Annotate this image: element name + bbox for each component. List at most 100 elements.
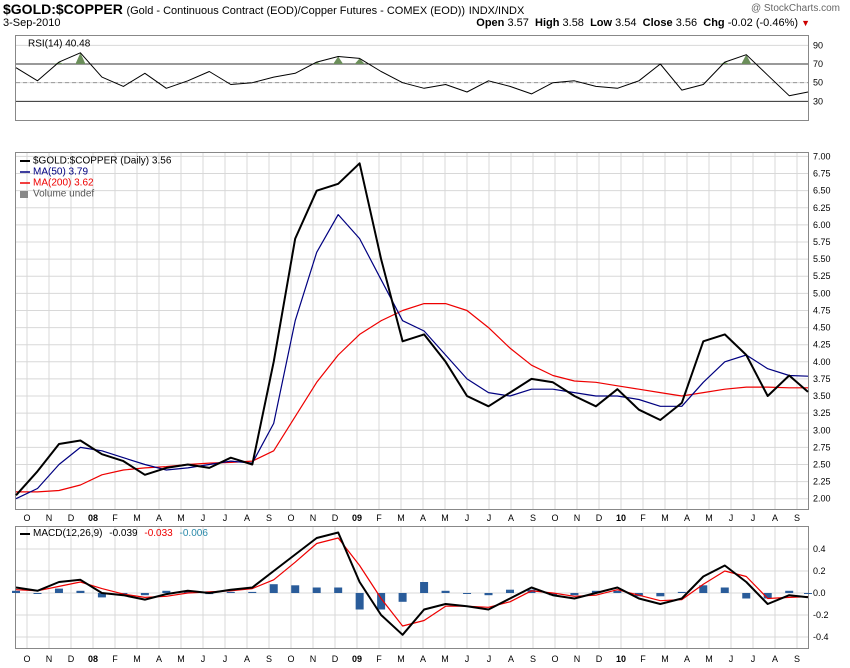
- x-tick-label: S: [530, 513, 536, 523]
- macd-grid: [16, 527, 808, 648]
- x-tick-label: M: [397, 654, 405, 664]
- y-tick-label: 90: [813, 40, 823, 50]
- x-tick-label: O: [287, 654, 294, 664]
- x-tick-label: J: [729, 654, 734, 664]
- rsi-overbought-fill: [53, 62, 64, 64]
- macd-histogram-bar: [570, 593, 579, 596]
- macd-histogram-bar: [291, 585, 300, 593]
- x-tick-label: N: [310, 654, 317, 664]
- ma200-legend: MA(200) 3.62: [33, 177, 94, 188]
- x-tick-label: S: [530, 654, 536, 664]
- macd-histogram-bar: [656, 593, 665, 597]
- y-tick-label: 0.0: [813, 588, 826, 598]
- x-tick-label: J: [729, 513, 734, 523]
- chg-value: -0.02 (-0.46%): [727, 17, 799, 29]
- open-label: Open: [476, 17, 505, 29]
- x-tick-label: F: [112, 654, 118, 664]
- macd-histogram-bar: [33, 593, 42, 594]
- high-label: High: [535, 17, 560, 29]
- price-x-axis: O N D 08 F M A M J J A S O N D 09 F M A M J J A S O N D 10 F M A M J J A S: [23, 513, 800, 523]
- x-tick-label: A: [772, 654, 778, 664]
- y-tick-label: 6.75: [813, 169, 831, 179]
- x-tick-label: A: [508, 513, 514, 523]
- x-tick-label: O: [23, 513, 30, 523]
- volume-legend: Volume undef: [33, 188, 94, 199]
- x-tick-label: M: [441, 654, 449, 664]
- x-tick-label: J: [223, 513, 228, 523]
- macd-histogram-bar: [140, 593, 149, 596]
- x-tick-label: J: [751, 654, 756, 664]
- y-tick-label: 4.75: [813, 305, 831, 315]
- symbol: $GOLD:$COPPER: [3, 1, 123, 17]
- rsi-grid: [16, 44, 808, 102]
- price-grid: [16, 153, 808, 509]
- macd-signal-value: -0.033: [144, 528, 173, 539]
- macd-panel: [15, 526, 809, 649]
- open-value: 3.57: [507, 17, 529, 29]
- x-tick-label: A: [156, 654, 162, 664]
- x-tick-label: M: [705, 654, 713, 664]
- close-label: Close: [642, 17, 673, 29]
- y-tick-label: 2.00: [813, 494, 831, 504]
- y-tick-label: 2.25: [813, 477, 831, 487]
- x-tick-label: J: [751, 513, 756, 523]
- x-tick-label: D: [596, 513, 603, 523]
- x-tick-label: N: [574, 513, 581, 523]
- x-tick-label: J: [223, 654, 228, 664]
- x-tick-label: N: [574, 654, 581, 664]
- macd-histogram-bar: [699, 585, 708, 593]
- x-tick-label: A: [684, 513, 690, 523]
- x-tick-label: N: [46, 654, 53, 664]
- x-tick-label: M: [177, 513, 185, 523]
- x-tick-label: M: [441, 513, 449, 523]
- symbol-description: (Gold - Continuous Contract (EOD)/Copper…: [126, 5, 466, 17]
- y-tick-label: 6.00: [813, 220, 831, 230]
- macd-histogram-bar: [613, 590, 622, 593]
- macd-histogram-bar: [463, 593, 472, 594]
- x-tick-label: J: [465, 654, 470, 664]
- svg-text:MACD(12,26,9) -0.039: MACD(12,26,9) -0.039 -0.033 -0.006: [33, 528, 208, 539]
- chart-date: 3-Sep-2010: [3, 17, 61, 29]
- price-lines: [15, 162, 809, 500]
- x-tick-label: F: [640, 513, 646, 523]
- low-value: 3.54: [615, 17, 637, 29]
- y-tick-label: 2.75: [813, 442, 831, 452]
- price-line: [15, 162, 809, 496]
- x-tick-label: S: [266, 654, 272, 664]
- macd-histogram-bar: [591, 590, 600, 593]
- x-tick-label: 09: [352, 513, 362, 523]
- macd-histogram-bar: [785, 590, 794, 593]
- macd-line: [15, 531, 809, 636]
- price-legend-label: $GOLD:$COPPER (Daily) 3.56: [33, 155, 172, 166]
- low-label: Low: [590, 17, 613, 29]
- exchange: INDX/INDX: [468, 5, 525, 17]
- macd-histogram-bar: [441, 590, 450, 593]
- macd-histogram-bar: [334, 587, 343, 593]
- y-tick-label: 6.50: [813, 186, 831, 196]
- macd-legend: MACD(12,26,9) -0.039 -0.033 -0.006: [20, 528, 208, 539]
- rsi-y-axis: 30 50 70 90: [813, 40, 823, 106]
- ma50-line: [15, 214, 809, 500]
- price-y-axis: 2.00 2.25 2.50 2.75 3.00 3.25 3.50 3.75 4.00 4.25…: [813, 151, 831, 503]
- x-tick-label: N: [46, 513, 53, 523]
- x-tick-label: M: [661, 654, 669, 664]
- x-tick-label: D: [332, 513, 339, 523]
- y-tick-label: 4.25: [813, 340, 831, 350]
- x-tick-label: J: [487, 513, 492, 523]
- x-tick-label: D: [332, 654, 339, 664]
- macd-histogram-bar: [505, 589, 514, 593]
- y-tick-label: -0.2: [813, 610, 829, 620]
- rsi-overbought-fill: [75, 52, 86, 64]
- x-tick-label: A: [684, 654, 690, 664]
- chart-title: $GOLD:$COPPER (Gold - Continuous Contrac…: [3, 1, 524, 17]
- y-tick-label: 50: [813, 78, 823, 88]
- x-tick-label: J: [201, 513, 206, 523]
- macd-histogram-bar: [548, 593, 557, 596]
- macd-value: -0.039: [109, 528, 138, 539]
- x-tick-label: A: [244, 513, 250, 523]
- x-tick-label: 10: [616, 513, 626, 523]
- x-tick-label: A: [420, 513, 426, 523]
- y-tick-label: 0.4: [813, 544, 826, 554]
- macd-histogram-bar: [763, 593, 772, 599]
